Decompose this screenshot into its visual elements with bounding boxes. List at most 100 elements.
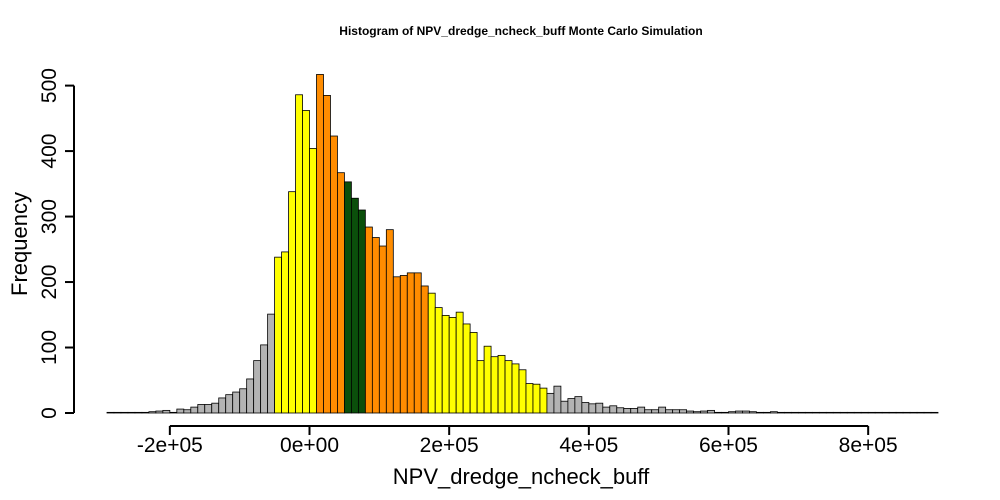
x-tick-label: 6e+05 (699, 434, 758, 457)
histogram-bar (804, 411, 813, 414)
histogram-bar (441, 315, 450, 414)
histogram-bar (518, 369, 527, 414)
histogram-bar (462, 323, 471, 414)
histogram-bar (323, 95, 331, 414)
histogram-bar (881, 411, 890, 414)
histogram-bar (281, 251, 289, 414)
histogram-bar (770, 411, 778, 414)
histogram-bar (616, 407, 625, 414)
histogram-bar (742, 410, 750, 414)
histogram-bar (351, 197, 359, 414)
x-axis: -2e+05 0e+00 2e+05 4e+05 6e+05 8e+05 (137, 425, 898, 457)
histogram-bar (455, 311, 464, 414)
histogram-bar (846, 411, 855, 414)
histogram-bar (581, 402, 590, 414)
histogram-bar (344, 181, 352, 414)
histogram-bar (637, 406, 646, 414)
histogram-bar (295, 94, 303, 414)
histogram-bar (127, 411, 136, 414)
histogram-bar (539, 387, 548, 414)
histogram-bar (169, 411, 178, 414)
histogram-bar (679, 409, 687, 414)
histogram-bar (574, 396, 583, 414)
histogram-bar (378, 245, 387, 414)
histogram-bar (511, 363, 520, 414)
histogram-bar (665, 409, 674, 414)
histogram-bar (413, 272, 422, 414)
histogram-bar (357, 209, 366, 414)
histogram-bar (504, 360, 513, 414)
histogram-bar (148, 411, 157, 414)
histogram-bar (309, 148, 317, 414)
histogram-bar (588, 403, 597, 414)
histogram-bar (490, 356, 499, 414)
histogram-bar (623, 408, 632, 414)
histogram-bar (874, 411, 883, 414)
histogram-bar (672, 409, 681, 414)
histogram-bar (651, 409, 660, 414)
histogram-bar (134, 411, 143, 414)
y-tick-label: 100 (38, 330, 61, 365)
histogram-bar (218, 397, 227, 414)
histogram-bar (700, 410, 708, 414)
histogram-bar (141, 411, 150, 414)
histogram-bar (658, 406, 667, 414)
histogram-bar (735, 410, 743, 414)
histogram-bar (420, 285, 429, 414)
histogram-bar (162, 409, 171, 414)
histogram-bar (427, 292, 436, 414)
histogram-bar (476, 360, 485, 414)
histogram-bar (630, 408, 639, 414)
histogram-bar (399, 275, 408, 414)
histogram-bar (818, 411, 827, 414)
histogram-bar (267, 313, 275, 414)
histogram-bar (316, 74, 324, 414)
histogram-bar (469, 332, 478, 414)
histogram-bar (288, 191, 296, 414)
histogram-bar (644, 409, 653, 414)
histogram-bar (714, 411, 722, 414)
y-tick-label: 500 (38, 68, 61, 103)
y-tick-label: 300 (38, 199, 61, 234)
histogram-bar (385, 229, 394, 414)
histogram-bar (392, 276, 401, 414)
histogram-bar (120, 411, 129, 414)
histogram-bar (567, 398, 576, 414)
y-tick-label: 0 (38, 407, 61, 419)
histogram-bar (860, 411, 869, 414)
histogram-bar (190, 406, 199, 414)
histogram-bar (232, 391, 241, 414)
histogram-bar (909, 411, 918, 414)
histogram-bar (183, 409, 192, 414)
histogram-bar (113, 411, 122, 414)
histogram-bar (204, 404, 213, 414)
x-tick-label: 0e+00 (280, 434, 339, 457)
histogram-bar (553, 385, 562, 414)
histogram-bar (832, 411, 841, 414)
histogram-bar (330, 135, 338, 414)
histogram-bar (853, 411, 862, 414)
histogram-bar (448, 316, 457, 414)
histogram-bar (763, 411, 771, 414)
histogram-bar (239, 388, 248, 414)
histogram-bar (337, 172, 345, 414)
histogram-bar (888, 411, 897, 414)
histogram-bar (790, 411, 799, 414)
histogram-bar (602, 406, 611, 414)
bars-group (106, 74, 939, 414)
histogram-bar (916, 411, 925, 414)
histogram-bar (895, 411, 904, 414)
histogram-bar (867, 411, 876, 414)
histogram-bar (728, 411, 736, 414)
histogram-bar (686, 410, 694, 414)
histogram-bar (797, 411, 806, 414)
histogram-bar (155, 410, 164, 414)
histogram-bar (825, 411, 834, 414)
x-tick-label: 2e+05 (420, 434, 479, 457)
histogram-bar (811, 411, 820, 414)
histogram-bar (246, 378, 255, 414)
histogram-bar (532, 383, 541, 414)
histogram-bar (749, 411, 757, 414)
histogram-bar (106, 411, 115, 414)
histogram-bar (225, 394, 234, 414)
